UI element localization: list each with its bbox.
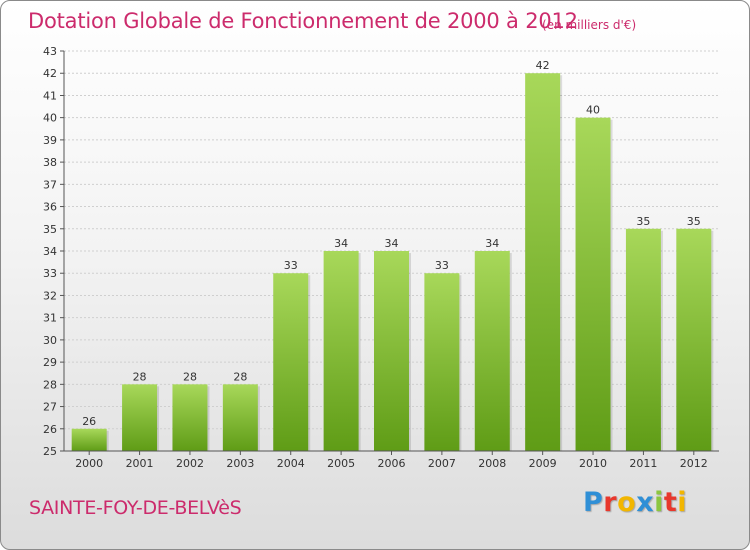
logo-letter: o bbox=[617, 487, 637, 518]
x-tick-label: 2008 bbox=[478, 457, 506, 470]
x-tick-label: 2012 bbox=[680, 457, 708, 470]
chart-subtitle: (en milliers d'€) bbox=[542, 18, 637, 32]
logo-letter: i bbox=[654, 487, 664, 518]
x-tick-label: 2006 bbox=[378, 457, 406, 470]
y-tick-label: 33 bbox=[43, 267, 57, 280]
y-tick-label: 31 bbox=[43, 312, 57, 325]
y-tick-label: 26 bbox=[43, 423, 57, 436]
x-tick-label: 2011 bbox=[629, 457, 657, 470]
y-tick-label: 38 bbox=[43, 156, 57, 169]
x-tick-label: 2007 bbox=[428, 457, 456, 470]
y-tick-label: 42 bbox=[43, 67, 57, 80]
bar-value-label: 33 bbox=[284, 259, 298, 272]
bar bbox=[575, 117, 611, 452]
bar-value-label: 34 bbox=[385, 237, 399, 250]
x-tick-label: 2001 bbox=[126, 457, 154, 470]
y-tick-label: 40 bbox=[43, 112, 57, 125]
x-tick-label: 2003 bbox=[226, 457, 254, 470]
bar-value-label: 35 bbox=[636, 215, 650, 228]
logo-letter: i bbox=[677, 487, 688, 518]
y-tick-label: 28 bbox=[43, 378, 57, 391]
chart-title: Dotation Globale de Fonctionnement de 20… bbox=[28, 9, 578, 33]
bar-value-label: 42 bbox=[536, 59, 550, 72]
commune-name: SAINTE-FOY-DE-BELVèS bbox=[29, 497, 242, 519]
bar bbox=[71, 428, 107, 451]
logo-letter: r bbox=[603, 487, 618, 518]
bar bbox=[676, 228, 712, 451]
bar-value-label: 34 bbox=[334, 237, 348, 250]
y-tick-label: 30 bbox=[43, 334, 57, 347]
y-tick-label: 39 bbox=[43, 134, 57, 147]
y-tick-label: 27 bbox=[43, 401, 57, 414]
logo-letter: P bbox=[583, 487, 604, 518]
x-tick-label: 2010 bbox=[579, 457, 607, 470]
y-tick-label: 32 bbox=[43, 289, 57, 302]
y-tick-label: 25 bbox=[43, 445, 57, 458]
bar-value-label: 34 bbox=[485, 237, 499, 250]
bar-value-label: 28 bbox=[183, 370, 197, 383]
bar-value-label: 26 bbox=[82, 415, 96, 428]
bars: 26 28 28 28 33 34 34 33 34 42 40 35 35 bbox=[71, 59, 714, 452]
proxiti-logo: Proxiti bbox=[583, 487, 687, 518]
x-tick-label: 2002 bbox=[176, 457, 204, 470]
y-tick-label: 29 bbox=[43, 356, 57, 369]
bar bbox=[625, 228, 661, 451]
bar-value-label: 40 bbox=[586, 104, 600, 117]
logo-letter: x bbox=[636, 487, 655, 518]
y-tick-label: 35 bbox=[43, 223, 57, 236]
logo-letter: t bbox=[663, 487, 678, 518]
x-tick-label: 2005 bbox=[327, 457, 355, 470]
bar-value-label: 35 bbox=[687, 215, 701, 228]
y-tick-label: 37 bbox=[43, 178, 57, 191]
x-tick-label: 2009 bbox=[529, 457, 557, 470]
bar bbox=[222, 384, 258, 451]
y-tick-label: 43 bbox=[43, 45, 57, 58]
bar bbox=[172, 384, 208, 451]
y-tick-label: 41 bbox=[43, 89, 57, 102]
bar bbox=[374, 251, 409, 451]
bar bbox=[525, 73, 561, 451]
bar-value-label: 33 bbox=[435, 259, 449, 272]
x-tick-label: 2004 bbox=[277, 457, 305, 470]
bar bbox=[122, 384, 158, 451]
x-tick-label: 2000 bbox=[75, 457, 103, 470]
axes: 25 26 27 28 29 30 31 32 33 34 35 36 37 38 39 40 41 42 43 20… bbox=[43, 45, 719, 470]
bar-value-label: 28 bbox=[233, 370, 247, 383]
bar-value-label: 28 bbox=[133, 370, 147, 383]
bar bbox=[323, 251, 359, 451]
y-tick-label: 34 bbox=[43, 245, 57, 258]
bar bbox=[273, 273, 309, 451]
bar bbox=[474, 251, 510, 451]
y-tick-label: 36 bbox=[43, 201, 57, 214]
bar bbox=[424, 273, 460, 451]
